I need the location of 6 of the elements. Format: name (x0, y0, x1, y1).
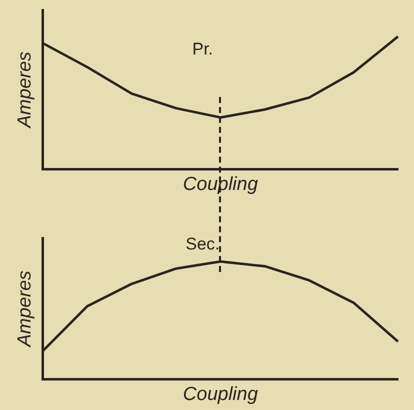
x-axis-title: Coupling (182, 384, 258, 405)
x-axis-title: Coupling (182, 174, 258, 195)
chart-title: Pr. (192, 39, 214, 58)
y-axis-title: Amperes (14, 51, 36, 129)
chart-title: Sec. (186, 234, 220, 254)
y-axis-title: Amperes (14, 270, 36, 348)
